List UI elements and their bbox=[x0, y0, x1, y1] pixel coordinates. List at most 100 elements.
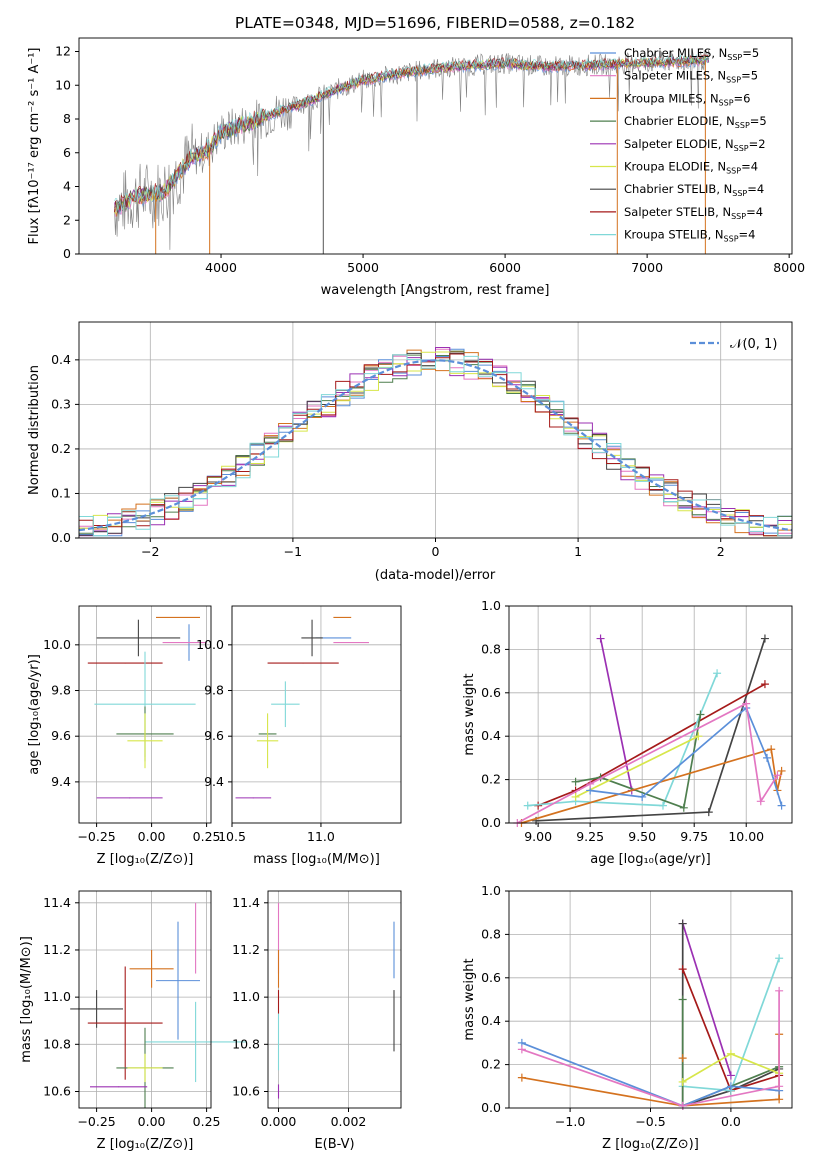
x-tick-label: 8000 bbox=[773, 260, 805, 275]
y-tick-label: 11.4 bbox=[232, 895, 260, 910]
panel-frame bbox=[267, 890, 402, 1109]
model-line-kroupa-elodie bbox=[114, 55, 710, 216]
point-marker bbox=[775, 954, 784, 963]
point-marker bbox=[638, 792, 647, 801]
x-tick-label: 9.50 bbox=[628, 829, 656, 844]
y-tick-label: 1.0 bbox=[481, 883, 501, 898]
y-tick-label: 0.4 bbox=[51, 352, 71, 367]
series-line bbox=[575, 735, 699, 798]
y-tick-label: 1.0 bbox=[481, 598, 501, 613]
x-tick-label: 0.000 bbox=[261, 1114, 297, 1129]
y-tick-label: 0.2 bbox=[51, 441, 71, 456]
point-marker bbox=[679, 803, 688, 812]
panel-frame bbox=[508, 890, 793, 1109]
y-tick-label: 10.8 bbox=[232, 1036, 260, 1051]
x-tick-label: 0.0 bbox=[721, 1114, 741, 1129]
y-axis-label: age [log₁₀(age/yr)] bbox=[27, 654, 42, 775]
x-tick-label: 10.00 bbox=[728, 829, 764, 844]
y-tick-label: 0.8 bbox=[481, 641, 501, 656]
y-tick-label: 0.4 bbox=[481, 728, 501, 743]
x-tick-label: 2 bbox=[717, 544, 725, 559]
point-marker bbox=[777, 801, 786, 810]
spectrum-panel: PLATE=0348, MJD=51696, FIBERID=0588, z=0… bbox=[27, 14, 805, 298]
legend-subscript: SSP bbox=[732, 189, 747, 198]
model-line-chabrier-elodie bbox=[114, 56, 710, 212]
x-tick-label: 0 bbox=[432, 544, 440, 559]
legend-subscript: SSP bbox=[727, 53, 742, 62]
gaussian-legend-label: 𝒩(0, 1) bbox=[730, 337, 777, 352]
spectrum-legend: Chabrier MILES, NSSP=5 Salpeter MILES, NS… bbox=[590, 46, 767, 244]
point-marker bbox=[713, 669, 722, 678]
legend-value: =5 bbox=[742, 46, 759, 60]
series-line bbox=[590, 706, 783, 806]
x-tick-label: −0.5 bbox=[635, 1114, 665, 1129]
spectrum-title: PLATE=0348, MJD=51696, FIBERID=0588, z=0… bbox=[235, 14, 635, 32]
x-tick-label: −1 bbox=[284, 544, 302, 559]
legend-value: =5 bbox=[741, 69, 758, 83]
x-tick-label: 0.00 bbox=[138, 829, 166, 844]
x-tick-label: 6000 bbox=[489, 260, 521, 275]
y-tick-label: 9.6 bbox=[51, 728, 71, 743]
data-marks bbox=[87, 616, 207, 799]
mass-weight-vs-age-panel: 9.00 9.25 9.50 9.75 10.00 0.0 0.2 0.4 0.6 0.8 1.0 a… bbox=[462, 598, 793, 867]
series-line bbox=[575, 714, 702, 809]
y-tick-label: 0.0 bbox=[481, 815, 501, 830]
y-tick-label: 4 bbox=[63, 179, 71, 194]
legend-value: =2 bbox=[749, 137, 766, 151]
y-tick-label: 6 bbox=[63, 145, 71, 160]
y-tick-label: 9.6 bbox=[204, 728, 224, 743]
x-tick-label: 0.25 bbox=[193, 1114, 221, 1129]
point-marker bbox=[726, 1049, 735, 1058]
gridlines bbox=[268, 891, 401, 1108]
y-tick-label: 11.2 bbox=[43, 942, 71, 957]
series-line bbox=[521, 1042, 780, 1107]
series-line bbox=[521, 990, 780, 1107]
point-marker bbox=[678, 1101, 687, 1110]
age-vs-mass-panel: 10.5 11.0 9.4 9.6 9.8 10.0 mass [log₁₀(M/M⊙)] bbox=[196, 605, 402, 867]
x-axis-label: Z [log₁₀(Z/Z⊙)] bbox=[97, 852, 194, 867]
legend-value: =4 bbox=[741, 160, 758, 174]
point-marker bbox=[726, 1082, 735, 1091]
y-tick-label: 0.2 bbox=[481, 772, 501, 787]
x-tick-label: 0.25 bbox=[193, 829, 221, 844]
point-marker bbox=[596, 634, 605, 643]
legend-value: =5 bbox=[750, 114, 767, 128]
legend-subscript: SSP bbox=[724, 235, 739, 244]
spectrum-xlabel: wavelength [Angstrom, rest frame] bbox=[321, 283, 550, 298]
y-tick-label: 0.8 bbox=[481, 926, 501, 941]
x-tick-label: 0.00 bbox=[138, 1114, 166, 1129]
legend-value: =4 bbox=[746, 205, 763, 219]
x-tick-label: 11.0 bbox=[307, 829, 335, 844]
histogram-kroupa-stelib bbox=[79, 354, 792, 537]
x-tick-label: −0.25 bbox=[77, 1114, 115, 1129]
data-marks bbox=[235, 616, 369, 799]
point-marker bbox=[742, 699, 751, 708]
legend-value: =6 bbox=[734, 91, 751, 105]
point-marker bbox=[760, 680, 769, 689]
y-tick-label: 10 bbox=[55, 77, 71, 92]
y-tick-label: 0.0 bbox=[481, 1100, 501, 1115]
legend-subscript: SSP bbox=[731, 212, 746, 221]
y-tick-label: 9.8 bbox=[51, 683, 71, 698]
y-tick-label: 0.3 bbox=[51, 396, 71, 411]
point-marker bbox=[523, 801, 532, 810]
model-line-chabrier-stelib bbox=[114, 55, 710, 214]
x-tick-label: 9.00 bbox=[524, 829, 552, 844]
mass-vs-Z-panel: −0.25 0.00 0.25 10.6 10.8 11.0 11.2 11.4 Z [log₁… bbox=[19, 890, 247, 1152]
point-marker bbox=[767, 745, 776, 754]
age-vs-Z-panel: −0.25 0.00 0.25 9.4 9.6 9.8 10.0 Z [log₁₀(Z/Z⊙)… bbox=[27, 605, 221, 867]
legend-label: Chabrier ELODIE, NSSP=5 bbox=[624, 114, 767, 130]
model-line-salpeter-elodie bbox=[114, 56, 710, 213]
y-tick-label: 8 bbox=[63, 111, 71, 126]
y-tick-label: 2 bbox=[63, 212, 71, 227]
data-marks bbox=[70, 902, 247, 1108]
point-marker bbox=[678, 965, 687, 974]
gridlines bbox=[509, 890, 792, 1109]
y-tick-label: 11.0 bbox=[43, 989, 71, 1004]
model-line-kroupa-stelib bbox=[114, 53, 710, 211]
y-tick-label: 0.0 bbox=[51, 530, 71, 545]
residual-ylabel: Normed distribution bbox=[27, 365, 42, 495]
x-tick-label: 9.75 bbox=[680, 829, 708, 844]
point-marker bbox=[775, 986, 784, 995]
